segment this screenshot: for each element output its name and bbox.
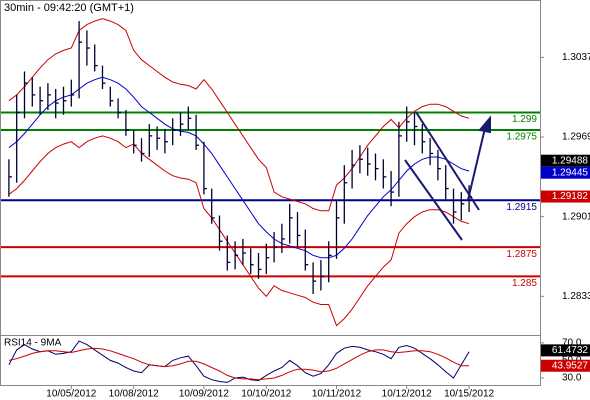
x-tick-label: 10/11/2012 bbox=[312, 389, 362, 400]
forecast-arrow bbox=[467, 127, 486, 201]
y-tick-label: 1.2969 bbox=[562, 132, 590, 143]
x-tick-label: 10/09/2012 bbox=[179, 389, 229, 400]
price-marker-label: 61.4732 bbox=[552, 345, 589, 356]
series-line bbox=[8, 347, 470, 381]
level-label: 1.2915 bbox=[506, 202, 537, 213]
price-marker bbox=[541, 166, 590, 179]
x-tick-label: 10/08/2012 bbox=[109, 389, 159, 400]
x-tick-label: 10/12/2012 bbox=[382, 389, 432, 400]
x-tick-label: 10/10/2012 bbox=[241, 389, 291, 400]
rsi-title: RSI14 - 9MA bbox=[4, 338, 62, 349]
price-marker bbox=[541, 154, 590, 167]
level-label: 1.2875 bbox=[506, 249, 537, 260]
trend-channel bbox=[404, 111, 491, 241]
y-tick-label: 70.0 bbox=[562, 338, 582, 349]
price-marker-label: 1.29182 bbox=[552, 191, 589, 202]
x-tick-label: 10/05/2012 bbox=[46, 389, 96, 400]
arrow-head bbox=[478, 115, 491, 134]
price-marker bbox=[541, 190, 590, 203]
x-tick-label: 10/15/2012 bbox=[444, 389, 494, 400]
y-tick-label: 30.0 bbox=[562, 373, 582, 384]
series-line bbox=[8, 18, 470, 212]
price-marker-label: 1.29445 bbox=[552, 167, 589, 178]
level-label: 1.299 bbox=[512, 114, 537, 125]
level-label: 1.2975 bbox=[506, 132, 537, 143]
price-marker-label: 1.29488 bbox=[552, 155, 589, 166]
series-line bbox=[8, 340, 470, 383]
chart-title: 30min - 09:42:20 (GMT+1) bbox=[4, 2, 134, 14]
price-marker-label: 43.9527 bbox=[552, 360, 589, 371]
price-panel bbox=[0, 0, 541, 336]
level-label: 1.285 bbox=[512, 278, 537, 289]
price-marker bbox=[541, 359, 590, 372]
channel-line bbox=[404, 159, 463, 241]
series-line bbox=[8, 135, 470, 327]
series-line bbox=[8, 76, 470, 259]
plot-layer: 1.3037 1.2969 1.2901 1.2833 1.299 1.2975 1.291… bbox=[1, 18, 590, 400]
y-tick-label: 1.2901 bbox=[562, 211, 590, 222]
price-marker bbox=[541, 344, 590, 357]
y-tick-label: 1.2833 bbox=[562, 291, 590, 302]
y-tick-label: 1.3037 bbox=[562, 52, 590, 63]
